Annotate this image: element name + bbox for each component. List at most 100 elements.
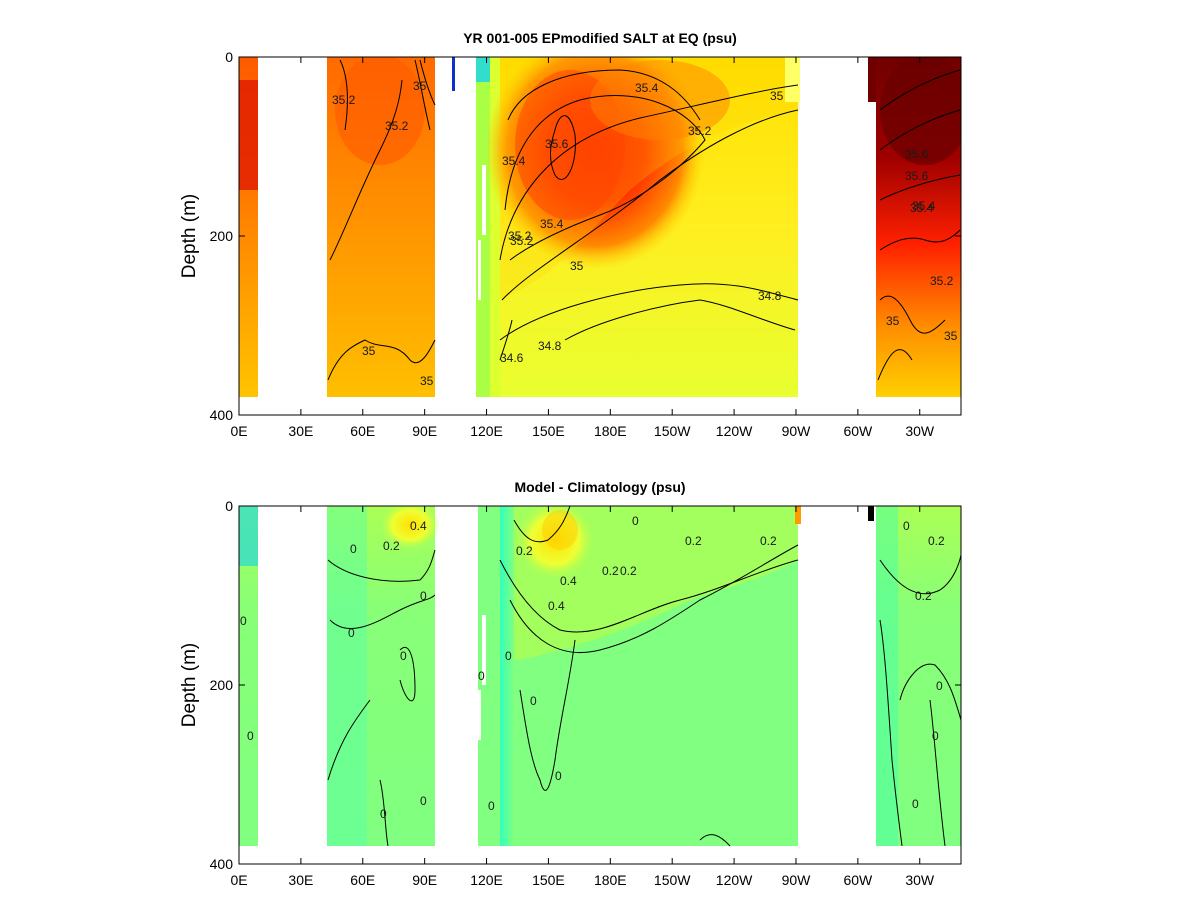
svg-text:0.2: 0.2 bbox=[620, 564, 637, 578]
top-panel: YR 001-005 EPmodified SALT at EQ (psu) D… bbox=[179, 30, 962, 439]
bottom-ytick-400: 400 bbox=[210, 856, 234, 872]
top-xtick-label: 120E bbox=[470, 423, 503, 439]
svg-text:0: 0 bbox=[488, 799, 495, 813]
bottom-ytick-200: 200 bbox=[210, 677, 234, 693]
bottom-xtick-label: 120E bbox=[470, 872, 503, 888]
bottom-region-indian bbox=[327, 506, 435, 846]
bottom-ylabel: Depth (m) bbox=[179, 643, 200, 727]
svg-text:0: 0 bbox=[912, 797, 919, 811]
top-xtick-label: 30W bbox=[905, 423, 935, 439]
svg-text:0: 0 bbox=[505, 649, 512, 663]
svg-text:34.6: 34.6 bbox=[500, 351, 524, 365]
top-xtick-label: 90W bbox=[782, 423, 812, 439]
svg-text:0.4: 0.4 bbox=[548, 599, 565, 613]
svg-text:0.4: 0.4 bbox=[410, 519, 427, 533]
svg-text:35.2: 35.2 bbox=[332, 93, 356, 107]
top-ytick-0: 0 bbox=[225, 49, 233, 65]
top-xtick-label: 180E bbox=[594, 423, 627, 439]
bottom-xtick-label: 30W bbox=[905, 872, 935, 888]
top-contour-labels: 35.2 35.2 35 35.4 35.2 35.6 35.4 35.2 35… bbox=[332, 79, 958, 388]
svg-text:34.8: 34.8 bbox=[758, 289, 782, 303]
bottom-xtick-label: 30E bbox=[288, 872, 313, 888]
svg-text:35.4: 35.4 bbox=[502, 154, 526, 168]
svg-text:0: 0 bbox=[555, 769, 562, 783]
top-xtick-label: 120W bbox=[716, 423, 753, 439]
bottom-xtick-label: 90E bbox=[412, 872, 437, 888]
svg-text:0: 0 bbox=[478, 669, 485, 683]
bottom-xtick-label: 120W bbox=[716, 872, 753, 888]
bottom-xtick-label: 150E bbox=[532, 872, 565, 888]
svg-text:0: 0 bbox=[240, 614, 247, 628]
bottom-y-ticks bbox=[239, 505, 961, 865]
bottom-xtick-label: 0E bbox=[230, 872, 247, 888]
svg-text:35.2: 35.2 bbox=[688, 124, 712, 138]
svg-text:0: 0 bbox=[420, 794, 427, 808]
top-xtick-label: 60E bbox=[350, 423, 375, 439]
svg-text:0.2: 0.2 bbox=[915, 589, 932, 603]
svg-text:35.2: 35.2 bbox=[510, 234, 534, 248]
svg-text:0: 0 bbox=[247, 729, 254, 743]
bottom-contour-labels: 0 0.2 0.4 0 0 0 0.2 0.4 0.2 0.4 0 0 0 0 … bbox=[240, 514, 945, 821]
svg-text:0: 0 bbox=[420, 589, 427, 603]
top-ytick-200: 200 bbox=[210, 228, 234, 244]
svg-text:0.2: 0.2 bbox=[685, 534, 702, 548]
bottom-title: Model - Climatology (psu) bbox=[514, 479, 685, 495]
top-xtick-label: 150E bbox=[532, 423, 565, 439]
svg-text:0: 0 bbox=[932, 729, 939, 743]
bottom-xtick-label: 60E bbox=[350, 872, 375, 888]
top-y-ticks bbox=[239, 56, 961, 416]
svg-text:0: 0 bbox=[632, 514, 639, 528]
svg-text:35.4: 35.4 bbox=[540, 217, 564, 231]
top-xtick-label: 30E bbox=[288, 423, 313, 439]
svg-text:35.2: 35.2 bbox=[930, 274, 954, 288]
top-contours bbox=[327, 59, 961, 381]
svg-text:0.4: 0.4 bbox=[560, 574, 577, 588]
top-ytick-400: 400 bbox=[210, 407, 234, 423]
svg-text:35.2: 35.2 bbox=[508, 229, 532, 243]
svg-text:35.6: 35.6 bbox=[905, 147, 929, 161]
svg-text:34.8: 34.8 bbox=[538, 339, 562, 353]
top-title: YR 001-005 EPmodified SALT at EQ (psu) bbox=[463, 30, 737, 46]
svg-text:35.6: 35.6 bbox=[545, 137, 569, 151]
svg-text:0.2: 0.2 bbox=[760, 534, 777, 548]
svg-text:35.4: 35.4 bbox=[912, 199, 936, 213]
svg-text:35.2: 35.2 bbox=[385, 119, 409, 133]
svg-text:0: 0 bbox=[400, 649, 407, 663]
svg-text:35: 35 bbox=[570, 259, 584, 273]
bottom-region-west-strip bbox=[239, 506, 258, 846]
svg-text:35: 35 bbox=[413, 79, 427, 93]
bottom-ytick-0: 0 bbox=[225, 498, 233, 514]
bottom-xtick-label: 180E bbox=[594, 872, 627, 888]
top-xtick-label: 60W bbox=[843, 423, 873, 439]
svg-text:35.6: 35.6 bbox=[905, 169, 929, 183]
bottom-contours bbox=[327, 506, 961, 847]
svg-text:0: 0 bbox=[380, 807, 387, 821]
bottom-field: 0 0.2 0.4 0 0 0 0.2 0.4 0.2 0.4 0 0 0 0 … bbox=[239, 506, 961, 847]
top-xtick-label: 150W bbox=[654, 423, 691, 439]
svg-text:0.2: 0.2 bbox=[383, 539, 400, 553]
svg-text:0: 0 bbox=[348, 626, 355, 640]
bottom-xtick-label: 150W bbox=[654, 872, 691, 888]
svg-text:0: 0 bbox=[936, 679, 943, 693]
svg-text:0.2: 0.2 bbox=[928, 534, 945, 548]
svg-text:0: 0 bbox=[903, 519, 910, 533]
svg-text:35: 35 bbox=[944, 329, 958, 343]
bottom-xtick-label: 60W bbox=[843, 872, 873, 888]
svg-text:0.2: 0.2 bbox=[516, 544, 533, 558]
svg-text:35: 35 bbox=[362, 344, 376, 358]
bottom-xtick-label: 90W bbox=[782, 872, 812, 888]
top-field: 35.2 35.2 35 35.4 35.2 35.6 35.4 35.2 35… bbox=[239, 57, 961, 397]
svg-text:0: 0 bbox=[530, 694, 537, 708]
svg-text:35: 35 bbox=[420, 374, 434, 388]
svg-text:35.4: 35.4 bbox=[635, 81, 659, 95]
bottom-panel: Model - Climatology (psu) Depth (m) bbox=[179, 479, 962, 888]
bottom-x-ticks: 0E 30E 60E 90E 120E 150E 180E 150W 120W 90W 60W 30W bbox=[230, 506, 935, 888]
top-x-ticks: 0E 30E 60E 90E 120E 150E 180E 150W 120W 90W 60W 30W bbox=[230, 57, 935, 439]
top-xtick-label: 90E bbox=[412, 423, 437, 439]
svg-text:0: 0 bbox=[350, 542, 357, 556]
svg-text:0.2: 0.2 bbox=[602, 564, 619, 578]
svg-text:35: 35 bbox=[886, 314, 900, 328]
top-xtick-label: 0E bbox=[230, 423, 247, 439]
svg-text:35: 35 bbox=[770, 89, 784, 103]
